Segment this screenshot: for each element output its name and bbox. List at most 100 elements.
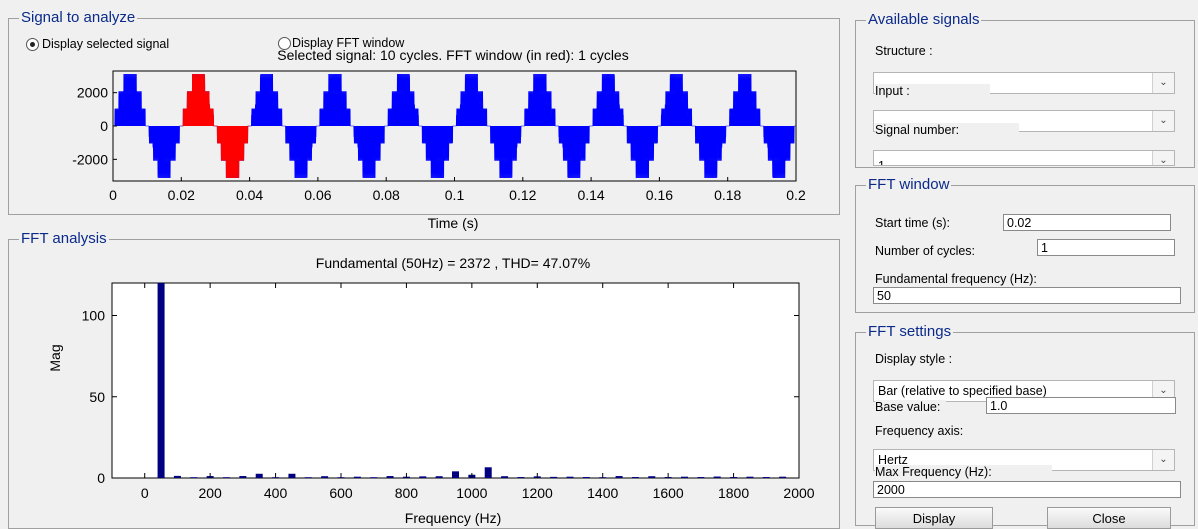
fft-plot-frame — [111, 282, 800, 479]
fft-bar — [435, 476, 443, 478]
fft-window-series-line — [181, 74, 250, 178]
fft-x-tick-label: 600 — [329, 485, 353, 501]
signal-x-tick-label: 0.02 — [168, 187, 195, 203]
fft-x-tick-label: 1800 — [718, 485, 749, 501]
fft-window-fill-area — [181, 74, 250, 178]
fft-x-tick-label: 1000 — [456, 485, 487, 501]
fft-bar — [501, 476, 509, 478]
fft-bar — [550, 476, 558, 478]
fundamental-freq-input[interactable] — [873, 287, 1181, 304]
display-selected-label[interactable]: Display selected signal — [42, 37, 170, 51]
signal-x-tick-label: 0.08 — [373, 187, 400, 203]
fft-bar — [353, 476, 361, 478]
fft-bar — [484, 467, 492, 478]
fft-bar — [713, 476, 721, 478]
fft-bar — [452, 471, 459, 478]
fft-ylabel: Mag — [47, 344, 63, 371]
fft-x-tick-label: 200 — [198, 485, 222, 501]
fft-settings-title: FFT settings — [866, 323, 954, 341]
fft-window-panel: FFT window — [855, 176, 1195, 313]
fft-bar — [157, 283, 165, 478]
input-label: Input : — [875, 84, 990, 98]
signal-x-tick-label: 0.2 — [786, 187, 806, 203]
fft-panel-title: FFT analysis — [19, 230, 109, 248]
freq-axis-label: Frequency axis: — [875, 424, 964, 438]
display-selected-radio[interactable] — [26, 38, 39, 51]
fft-bar — [779, 476, 787, 478]
chevron-down-icon: ⌄ — [1152, 111, 1174, 131]
display-style-label: Display style : — [875, 352, 953, 366]
radio-selected-dot — [30, 42, 35, 47]
display-style-dropdown[interactable]: Bar (relative to specified base) ⌄ — [873, 380, 1175, 402]
chevron-down-icon: ⌄ — [1152, 151, 1174, 165]
signal-xlabel: Time (s) — [428, 215, 479, 231]
signal-x-tick-label: 0.04 — [236, 187, 263, 203]
signal-x-tick-label: 0.12 — [509, 187, 536, 203]
display-fft-radio[interactable] — [278, 37, 291, 50]
fft-bar — [321, 476, 329, 478]
fft-x-tick-label: 0 — [141, 485, 149, 501]
fft-x-tick-label: 1600 — [653, 485, 684, 501]
fft-bar — [615, 476, 623, 478]
display-style-value: Bar (relative to specified base) — [878, 384, 1047, 398]
fft-x-tick-label: 2000 — [783, 485, 814, 501]
fft-bar — [566, 476, 574, 478]
signal-panel: Signal to analyze — [8, 9, 840, 215]
cycles-input[interactable] — [1037, 239, 1175, 256]
signal-x-tick-label: 0.1 — [445, 187, 465, 203]
fft-bar — [419, 476, 427, 478]
display-fft-label[interactable]: Display FFT window — [292, 36, 405, 50]
fft-bar — [762, 477, 770, 478]
signal-number-dropdown[interactable]: 1 ⌄ — [873, 150, 1175, 166]
signal-x-tick-label: 0.18 — [714, 187, 741, 203]
signal-y-tick-label: 2000 — [77, 85, 108, 101]
signal-y-tick-label: 0 — [100, 118, 108, 134]
fft-plot-title: Fundamental (50Hz) = 2372 , THD= 47.07% — [316, 255, 590, 271]
display-button[interactable]: Display — [875, 507, 993, 529]
fft-bar — [173, 475, 181, 478]
max-freq-input[interactable] — [873, 481, 1181, 498]
fft-bar — [631, 477, 639, 478]
fft-bar — [288, 473, 296, 478]
fft-bar — [517, 477, 525, 478]
fundamental-freq-label: Fundamental frequency (Hz): — [875, 272, 1037, 286]
chevron-down-icon: ⌄ — [1152, 450, 1174, 470]
fft-bar — [681, 476, 688, 478]
cycles-label: Number of cycles: — [875, 244, 976, 258]
signal-x-tick-label: 0 — [109, 187, 117, 203]
fft-y-tick-label: 0 — [97, 470, 105, 486]
fft-x-tick-label: 800 — [395, 485, 419, 501]
fft-xlabel: Frequency (Hz) — [405, 510, 501, 526]
fft-bar — [304, 477, 312, 478]
base-value-label: Base value: — [875, 400, 947, 414]
available-signals-panel: Available signals — [855, 11, 1195, 168]
base-value-input[interactable] — [986, 397, 1176, 414]
signal-x-tick-label: 0.16 — [646, 187, 673, 203]
fft-bar — [223, 477, 230, 478]
fft-window-title: FFT window — [866, 176, 952, 194]
structure-label: Structure : — [875, 44, 933, 58]
fft-bar — [190, 477, 198, 478]
fft-bar — [648, 476, 656, 478]
signal-x-tick-label: 0.06 — [304, 187, 331, 203]
fft-x-tick-label: 1400 — [587, 485, 618, 501]
signal-number-label: Signal number: — [875, 123, 1020, 137]
signal-x-tick-label: 0.14 — [577, 187, 604, 203]
available-signals-title: Available signals — [866, 11, 982, 29]
fft-bar — [746, 476, 754, 478]
start-time-label: Start time (s): — [875, 216, 951, 230]
fft-bar — [370, 477, 378, 478]
fft-bar — [239, 476, 247, 478]
freq-axis-value: Hertz — [878, 453, 908, 467]
fft-bar — [255, 473, 263, 478]
fft-y-tick-label: 100 — [82, 308, 106, 324]
signal-plot-title: Selected signal: 10 cycles. FFT window (… — [277, 47, 628, 63]
start-time-input[interactable] — [1003, 214, 1171, 231]
signal-panel-title: Signal to analyze — [19, 9, 138, 27]
fft-bar — [697, 477, 705, 478]
chevron-down-icon: ⌄ — [1152, 381, 1174, 401]
close-button[interactable]: Close — [1047, 507, 1171, 529]
max-freq-label: Max Frequency (Hz): — [875, 465, 1052, 479]
